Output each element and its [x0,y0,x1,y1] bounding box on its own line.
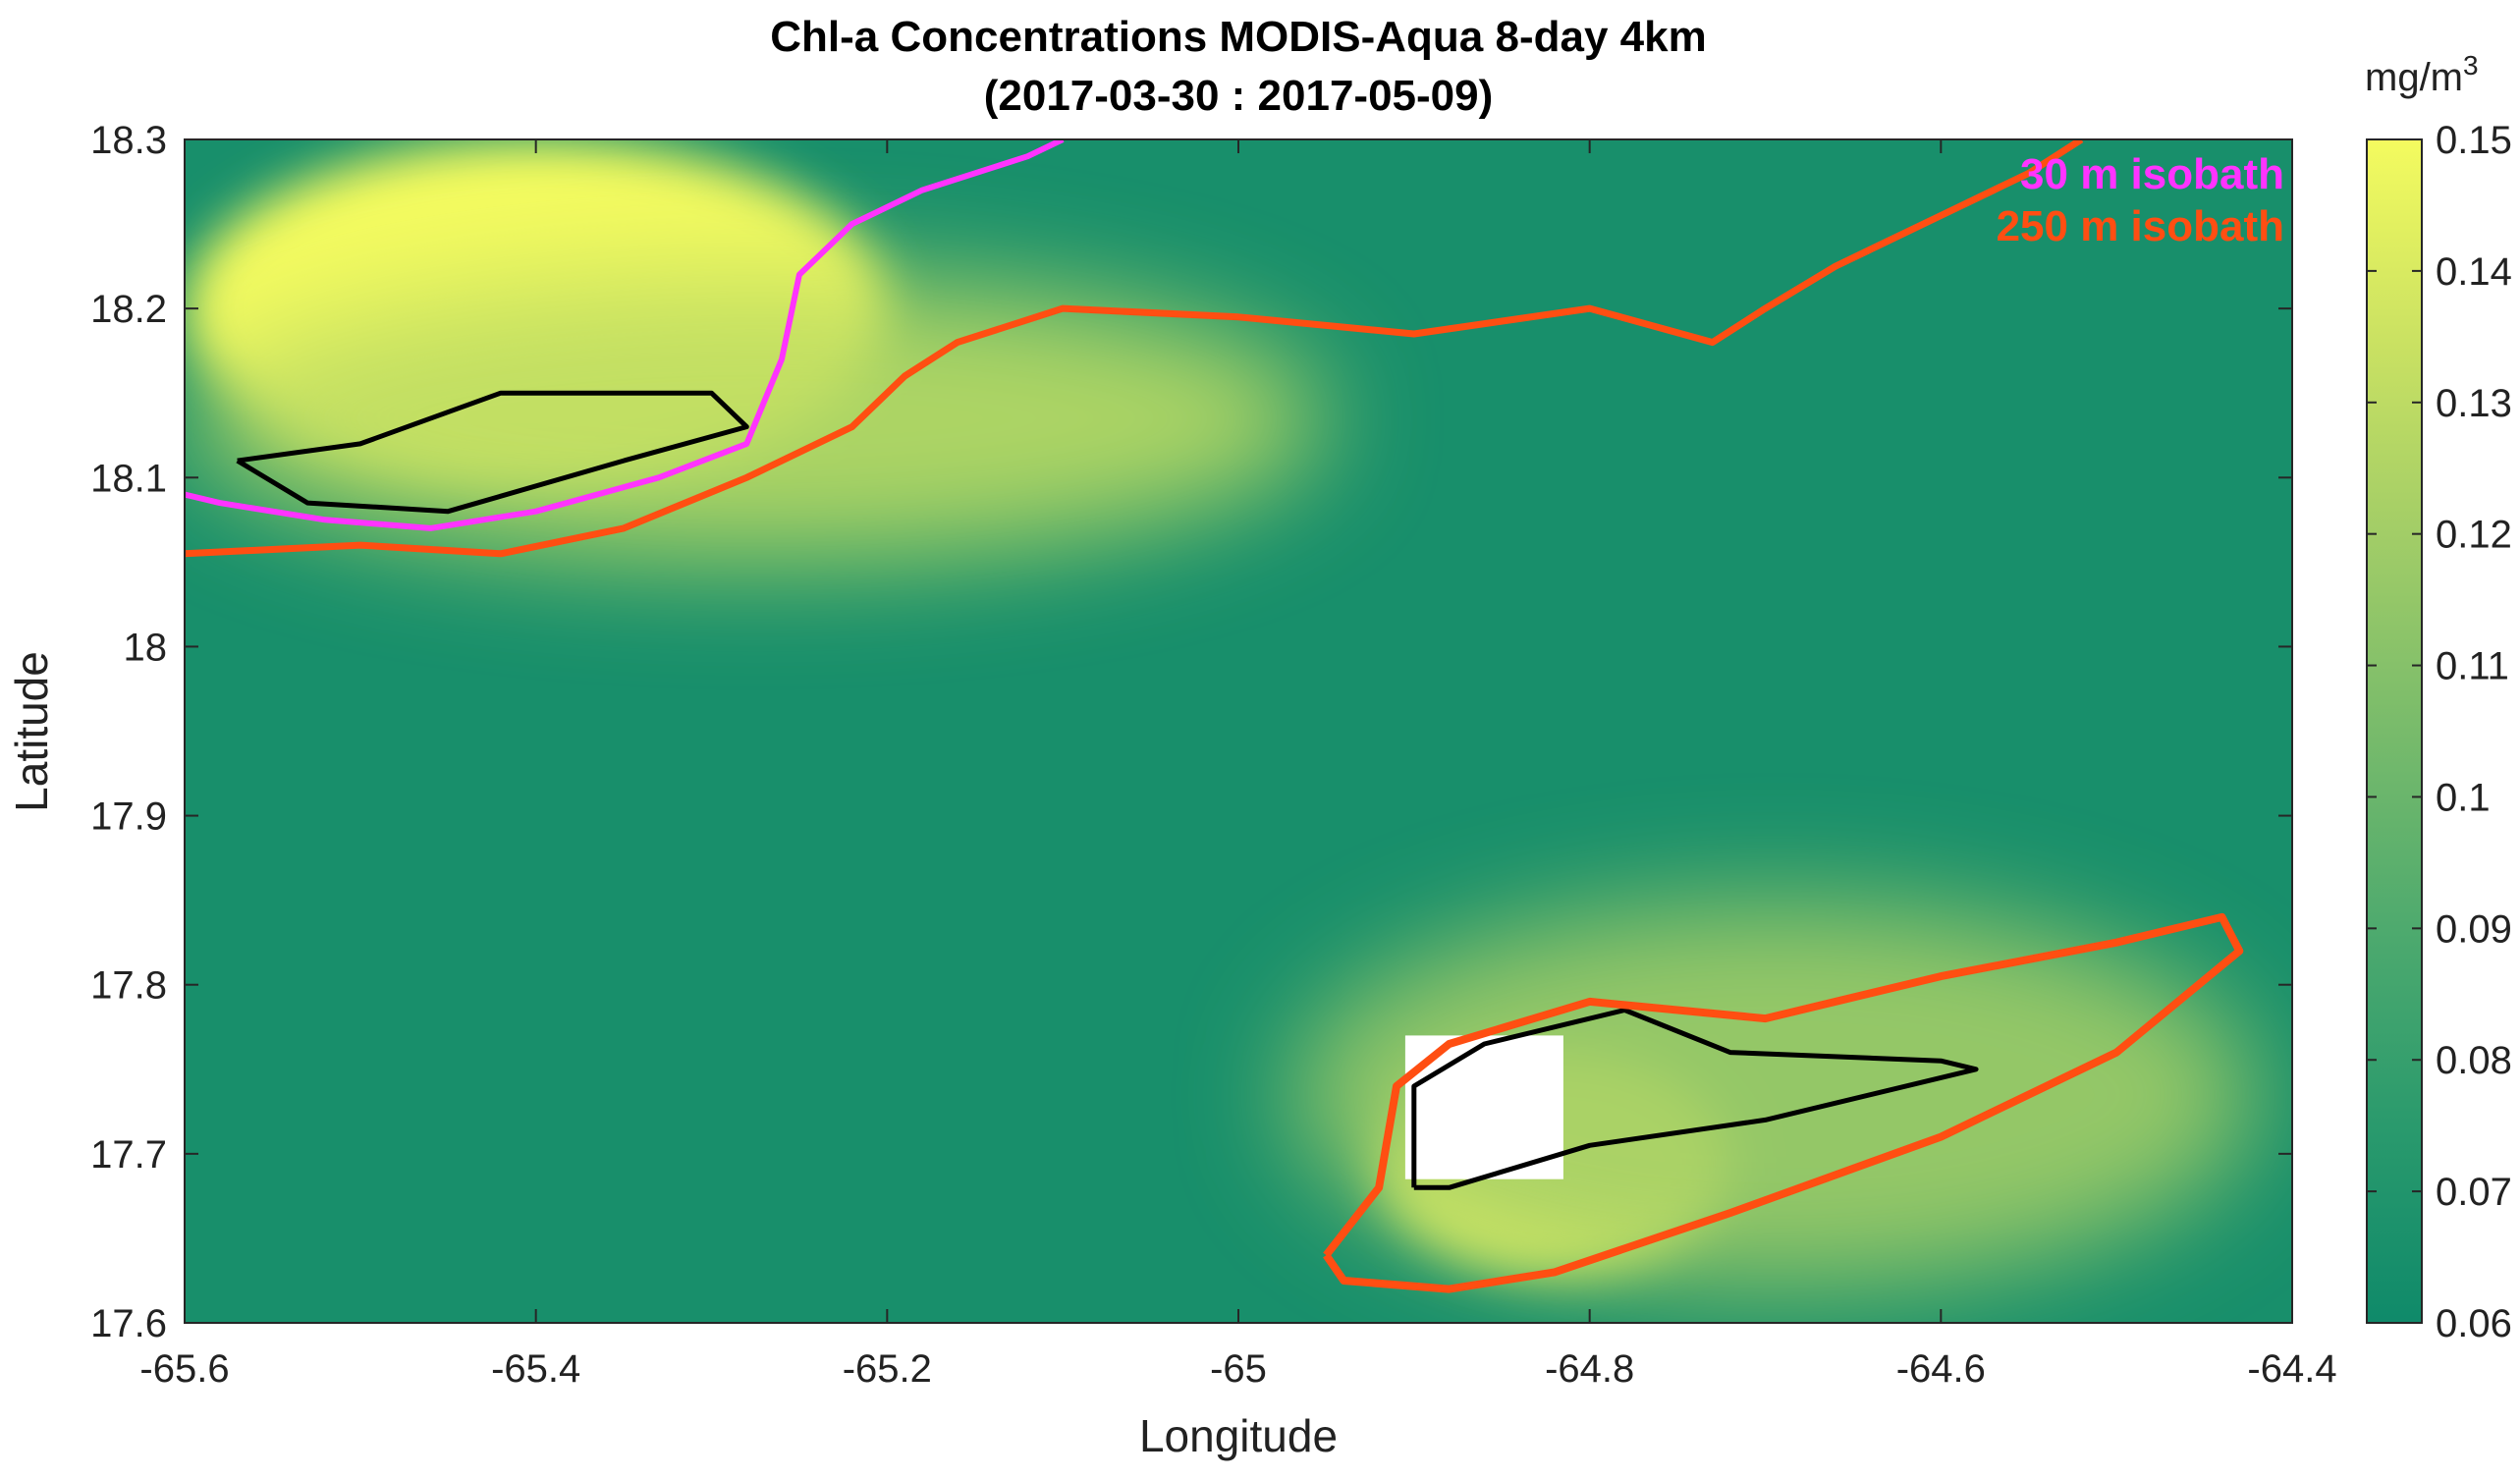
plot-area [185,139,2292,1323]
y-tick-label: 18.3 [90,119,167,162]
colorbar-unit: mg/m [2365,56,2463,99]
coastline-south [1411,1008,1979,1190]
isobath-250m-north-line [185,139,2084,558]
x-tick-label: -64.4 [2247,1347,2336,1391]
colorbar-tick-label: 0.08 [2436,1039,2512,1082]
isobath-250m-south-line [1323,912,2244,1293]
colorbar: mg/m3 0.06 0.07 0.08 0.09 0.1 0.11 0.12 0.13 0.1… [2365,50,2512,1345]
colorbar-tick-label: 0.1 [2436,776,2491,819]
colorbar-tick-label: 0.14 [2436,250,2512,294]
chart-subtitle: (2017-03-30 : 2017-05-09) [984,72,1494,120]
y-tick-label: 17.6 [90,1302,167,1345]
colorbar-tick-label: 0.09 [2436,907,2512,951]
colorbar-tick-label: 0.12 [2436,514,2512,557]
contour-layer [185,139,2244,1293]
x-tick-label: -65.6 [139,1347,229,1391]
x-tick-label: -65 [1210,1347,1267,1391]
colorbar-tick-label: 0.13 [2436,382,2512,425]
colorbar-gradient [2366,138,2423,1324]
colorbar-ticks: 0.06 0.07 0.08 0.09 0.1 0.11 0.12 0.13 0.14 0.15 [2367,119,2512,1345]
colorbar-tick-label: 0.06 [2436,1302,2512,1345]
heat-region-3 [1290,900,2258,1289]
colorbar-tick-label: 0.07 [2436,1171,2512,1214]
y-tick-label: 18.1 [90,457,167,500]
x-tick-label: -65.4 [491,1347,580,1391]
colorbar-tick-label: 0.11 [2436,645,2509,688]
x-tick-label: -64.8 [1545,1347,1634,1391]
y-tick-label: 18.2 [90,288,167,331]
colorbar-unit-superscript: 3 [2463,50,2479,81]
x-tick-label: -65.2 [843,1347,932,1391]
x-axis-ticks: -65.6 -65.4 -65.2 -65 -64.8 -64.6 -64.4 [139,139,2337,1391]
legend-entry-30m-isobath: 30 m isobath [2020,150,2284,198]
y-tick-label: 17.8 [90,964,167,1008]
x-axis-label: Longitude [1139,1410,1338,1461]
colorbar-tick-label: 0.15 [2436,119,2512,162]
colorbar-unit-label: mg/m3 [2365,50,2479,99]
coastline-north [236,390,749,515]
y-tick-label: 17.7 [90,1133,167,1177]
isobath-30m-line [185,139,1065,531]
y-axis-label: Latitude [6,651,57,812]
y-tick-label: 18 [124,626,168,669]
legend-entry-250m-isobath: 250 m isobath [1997,202,2284,250]
y-axis-ticks: 17.6 17.7 17.8 17.9 18 18.1 18.2 18.3 [90,119,2292,1345]
x-tick-label: -64.6 [1896,1347,1986,1391]
chart-title: Chl-a Concentrations MODIS-Aqua 8-day 4k… [770,13,1706,61]
legend: 30 m isobath 250 m isobath [1997,150,2284,250]
y-tick-label: 17.9 [90,795,167,839]
